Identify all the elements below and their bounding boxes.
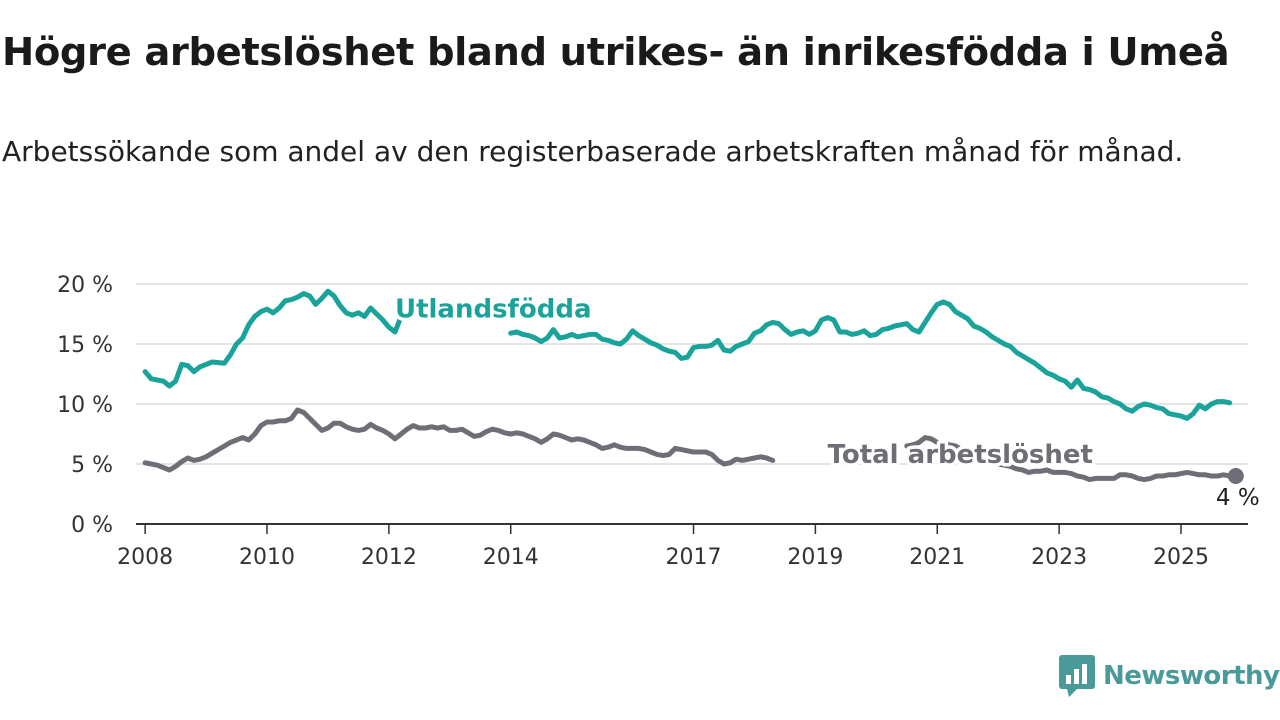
series-line-total-arbetsl-shet-2 <box>904 435 1239 483</box>
x-axis-ticks: 2008 2010 2012 2014 2017 2019 2021 2023 2025 <box>117 524 1209 570</box>
series-line-total-arbetsl-shet-1 <box>142 407 776 473</box>
x-tick-label-2010: 2010 <box>239 545 295 570</box>
y-tick-label-20: 20 % <box>57 273 113 298</box>
line-chart: 0 %5 %10 %15 %20 % 2008 2010 2012 2014 2017 2… <box>57 273 1262 570</box>
x-tick-label-2014: 2014 <box>483 545 539 570</box>
x-tick-label-2017: 2017 <box>666 545 722 570</box>
end-point-total-arbetsl-shet <box>1227 468 1244 484</box>
newsworthy-logo: Newsworthy <box>1059 655 1280 697</box>
chart-subtitle: Arbetssökande som andel av den registerb… <box>2 135 1184 168</box>
y-tick-label-0: 0 % <box>71 513 113 538</box>
x-tick-label-2025: 2025 <box>1153 545 1209 570</box>
series-label-utlandsf-dda: Utlandsfödda <box>395 295 592 325</box>
newsworthy-logo-text: Newsworthy <box>1103 661 1280 691</box>
y-tick-label-5: 5 % <box>71 453 113 478</box>
x-tick-label-2012: 2012 <box>361 545 417 570</box>
x-tick-label-2019: 2019 <box>787 545 843 570</box>
newsworthy-logo-icon <box>1059 655 1095 697</box>
x-tick-label-2008: 2008 <box>117 545 173 570</box>
series-line-utlandsf-dda-1 <box>142 288 453 389</box>
grid-lines <box>136 283 1248 525</box>
y-axis-ticks: 0 % 5 % 10 % 15 % 20 % <box>57 273 113 538</box>
x-tick-label-2023: 2023 <box>1031 545 1087 570</box>
series-line-utlandsf-dda-2 <box>508 299 1233 421</box>
series-lines <box>142 288 1239 483</box>
series-labels: Utlandsfödda Total arbetslöshet 4 % <box>391 291 1262 513</box>
chart-title: Högre arbetslöshet bland utrikes- än inr… <box>2 30 1230 75</box>
series-label-total-arbetsl-shet: Total arbetslöshet <box>828 440 1093 470</box>
x-tick-label-2021: 2021 <box>909 545 965 570</box>
y-tick-label-10: 10 % <box>57 393 113 418</box>
y-tick-label-15: 15 % <box>57 333 113 358</box>
end-value-label: 4 % <box>1216 485 1260 511</box>
